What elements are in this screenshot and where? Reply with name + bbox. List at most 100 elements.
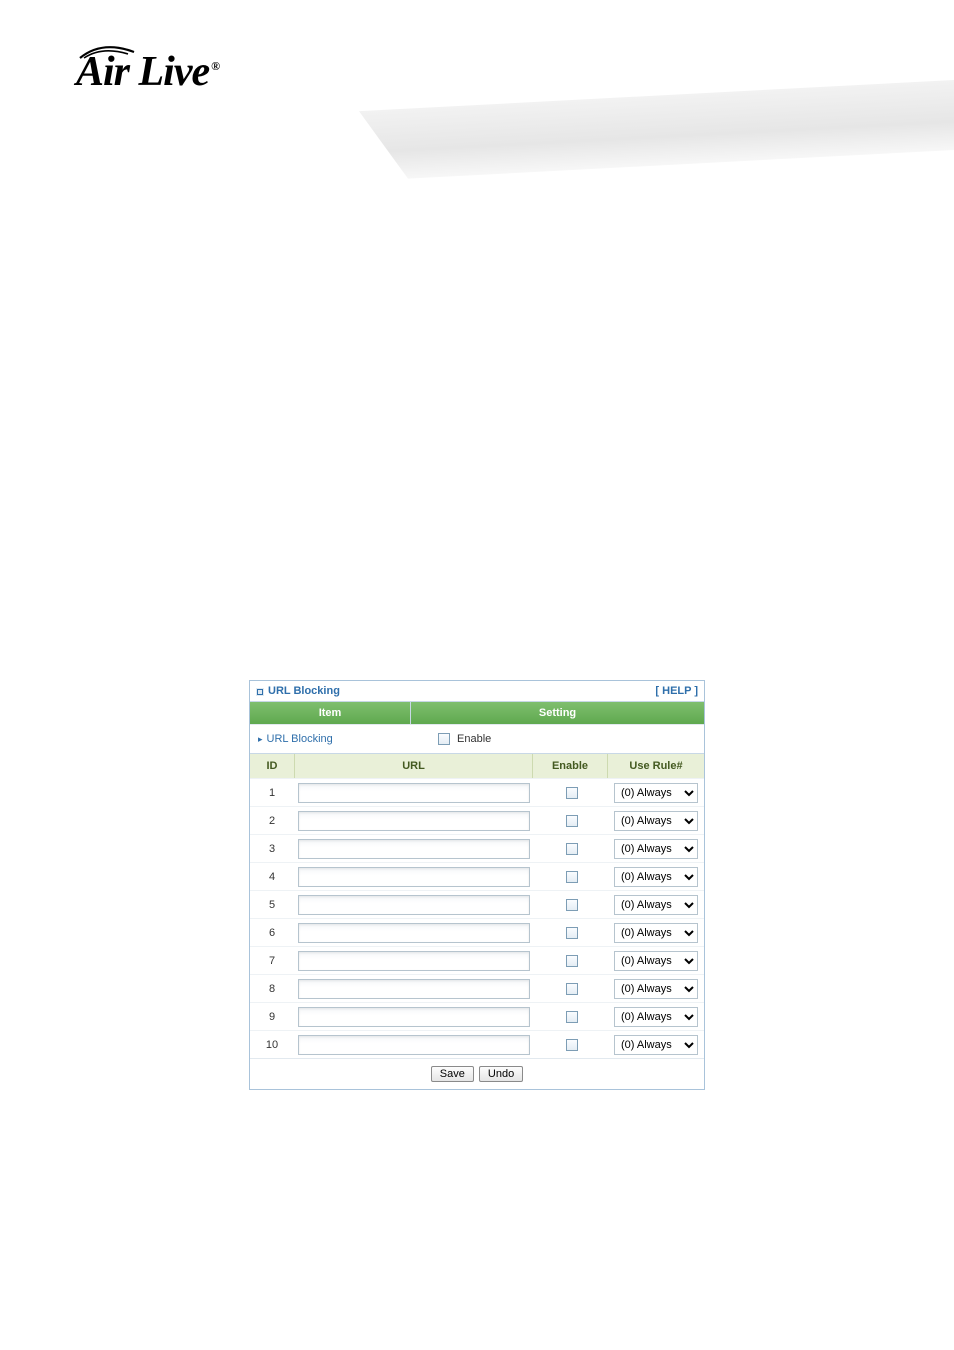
row-enable-checkbox[interactable] [566,843,578,855]
row-enable-cell [534,919,608,946]
row-rule-cell: (0) Always [608,1031,704,1058]
row-rule-cell: (0) Always [608,1003,704,1030]
rule-select[interactable]: (0) Always [614,839,698,859]
row-id: 2 [250,807,294,834]
rule-select[interactable]: (0) Always [614,923,698,943]
rule-select[interactable]: (0) Always [614,811,698,831]
row-url-cell [294,863,534,890]
help-link[interactable]: [ HELP ] [655,685,698,697]
table-row: 5(0) Always [250,890,704,918]
panel-footer: Save Undo [250,1058,704,1089]
row-url-cell [294,1031,534,1058]
row-enable-cell [534,835,608,862]
brand-name: Air Live [76,49,209,95]
rule-select[interactable]: (0) Always [614,895,698,915]
panel-title-text: URL Blocking [268,685,340,697]
row-enable-cell [534,1031,608,1058]
url-input[interactable] [298,1035,530,1055]
panel-wrap: URL Blocking [ HELP ] Item Setting ▸ URL… [0,190,954,1090]
table-row: 2 (0) Always [250,806,704,834]
row-id: 10 [250,1031,294,1058]
table-row: 7 (0) Always [250,946,704,974]
table-row: 10 (0) Always [250,1030,704,1058]
row-enable-cell [534,947,608,974]
rules-table-header: ID URL Enable Use Rule# [250,753,704,778]
page-banner: Air Live® [0,0,954,190]
url-input[interactable] [298,811,530,831]
row-enable-checkbox[interactable] [566,787,578,799]
brand-registered: ® [211,59,219,73]
table-row: 3(0) Always [250,834,704,862]
row-rule-cell: (0) Always [608,779,704,806]
row-url-cell [294,1003,534,1030]
rule-select[interactable]: (0) Always [614,1007,698,1027]
url-blocking-enable-row: ▸ URL Blocking Enable [250,724,704,753]
row-enable-cell [534,863,608,890]
row-rule-cell: (0) Always [608,919,704,946]
row-url-cell [294,779,534,806]
row-enable-checkbox[interactable] [566,899,578,911]
row-enable-checkbox[interactable] [566,1011,578,1023]
url-input[interactable] [298,951,530,971]
col-header-enable: Enable [533,754,608,778]
row-id: 9 [250,1003,294,1030]
url-input[interactable] [298,979,530,999]
row-enable-checkbox[interactable] [566,983,578,995]
banner-stripe [314,80,954,184]
rule-select[interactable]: (0) Always [614,783,698,803]
row-id: 1 [250,779,294,806]
row-rule-cell: (0) Always [608,891,704,918]
row-enable-checkbox[interactable] [566,927,578,939]
table-row: 9 (0) Always [250,1002,704,1030]
save-button[interactable]: Save [431,1066,474,1082]
brand-logo: Air Live® [76,48,219,96]
header-setting: Setting [411,702,704,724]
undo-button[interactable]: Undo [479,1066,523,1082]
row-id: 8 [250,975,294,1002]
row-id: 7 [250,947,294,974]
table-row: 4 (0) Always [250,862,704,890]
row-enable-checkbox[interactable] [566,815,578,827]
row-url-cell [294,891,534,918]
row-enable-cell [534,891,608,918]
row-rule-cell: (0) Always [608,835,704,862]
row-rule-cell: (0) Always [608,863,704,890]
rule-select[interactable]: (0) Always [614,867,698,887]
url-input[interactable] [298,1007,530,1027]
row-enable-cell [534,779,608,806]
panel-bullet-icon [256,687,264,695]
row-enable-cell [534,807,608,834]
rule-select[interactable]: (0) Always [614,951,698,971]
row-enable-cell [534,975,608,1002]
row-url-cell [294,919,534,946]
col-header-userule: Use Rule# [608,754,704,778]
row-enable-checkbox[interactable] [566,1039,578,1051]
row-id: 6 [250,919,294,946]
url-input[interactable] [298,867,530,887]
rule-select[interactable]: (0) Always [614,1035,698,1055]
row-enable-checkbox[interactable] [566,871,578,883]
url-blocking-panel: URL Blocking [ HELP ] Item Setting ▸ URL… [249,680,705,1090]
url-input[interactable] [298,923,530,943]
table-row: 8 (0) Always [250,974,704,1002]
url-input[interactable] [298,839,530,859]
table-row: 1 (0) Always [250,778,704,806]
row-url-cell [294,807,534,834]
row-enable-cell [534,1003,608,1030]
url-blocking-enable-checkbox[interactable] [438,733,450,745]
rule-select[interactable]: (0) Always [614,979,698,999]
col-header-id: ID [250,754,295,778]
row-id: 4 [250,863,294,890]
header-item: Item [250,702,411,724]
col-header-url: URL [295,754,533,778]
url-input[interactable] [298,783,530,803]
url-blocking-enable-cell: Enable [426,725,704,753]
row-url-cell [294,835,534,862]
url-blocking-label-cell: ▸ URL Blocking [250,725,426,753]
rules-table-body: 1(0) Always2(0) Always3(0) Always4(0) Al… [250,778,704,1058]
url-blocking-label: URL Blocking [267,733,333,745]
panel-title-left: URL Blocking [256,685,340,697]
url-input[interactable] [298,895,530,915]
row-rule-cell: (0) Always [608,947,704,974]
row-enable-checkbox[interactable] [566,955,578,967]
